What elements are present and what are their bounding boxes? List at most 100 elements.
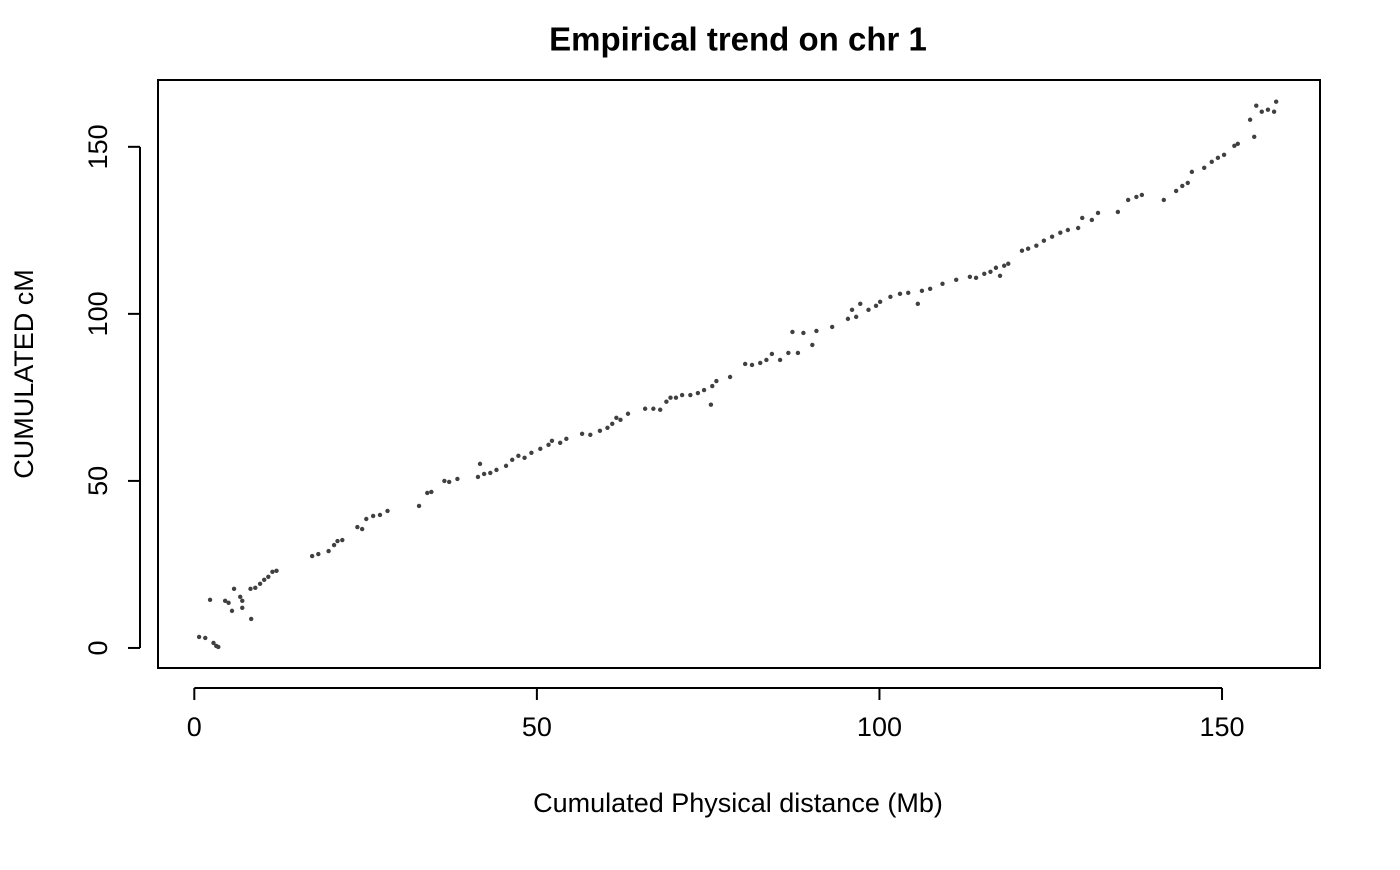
point xyxy=(416,503,422,509)
point xyxy=(967,274,973,279)
point xyxy=(196,634,202,640)
point xyxy=(266,574,271,579)
point xyxy=(1180,183,1185,189)
point xyxy=(625,411,631,416)
y-tick-label: 0 xyxy=(83,640,113,655)
x-axis-label: Cumulated Physical distance (Mb) xyxy=(533,788,943,818)
point xyxy=(710,383,715,389)
point xyxy=(1209,159,1214,165)
point xyxy=(211,640,216,646)
point xyxy=(231,586,237,592)
point xyxy=(845,316,851,322)
point xyxy=(597,428,603,433)
point xyxy=(873,303,879,309)
point xyxy=(226,600,231,606)
point xyxy=(688,392,693,398)
point xyxy=(1271,109,1277,114)
point xyxy=(614,415,619,420)
x-tick-label: 50 xyxy=(522,712,552,742)
point xyxy=(1273,99,1279,104)
point xyxy=(749,362,755,368)
point xyxy=(229,608,235,614)
point xyxy=(1185,180,1190,186)
point xyxy=(993,265,999,270)
point xyxy=(888,294,893,300)
point xyxy=(982,271,987,276)
point xyxy=(1065,227,1071,233)
point xyxy=(1080,215,1085,221)
point xyxy=(207,597,213,603)
point xyxy=(801,330,806,336)
point xyxy=(786,350,791,356)
point xyxy=(742,361,748,367)
point xyxy=(1235,141,1240,147)
point xyxy=(1075,225,1081,231)
point xyxy=(658,407,663,412)
y-tick-label: 100 xyxy=(83,291,113,336)
x-tick-label: 100 xyxy=(857,712,902,742)
point xyxy=(588,432,593,438)
point xyxy=(651,406,656,411)
point xyxy=(1139,192,1145,198)
point xyxy=(714,378,719,384)
point xyxy=(906,290,911,296)
chart-title: Empirical trend on chr 1 xyxy=(549,21,927,58)
point xyxy=(1041,238,1047,243)
point xyxy=(1202,165,1207,171)
point xyxy=(1095,210,1101,216)
point xyxy=(668,395,673,400)
point xyxy=(222,598,228,604)
point xyxy=(442,478,447,484)
point xyxy=(973,275,979,280)
point xyxy=(446,479,452,485)
point xyxy=(538,446,543,452)
point xyxy=(359,526,365,532)
point xyxy=(679,392,685,398)
point xyxy=(1025,246,1031,251)
point xyxy=(664,399,669,404)
point xyxy=(253,585,258,591)
point xyxy=(897,291,903,297)
point xyxy=(516,453,521,459)
point xyxy=(610,421,615,426)
point xyxy=(1215,155,1221,161)
point xyxy=(494,467,499,473)
point xyxy=(529,450,534,456)
point xyxy=(701,387,707,393)
point xyxy=(940,281,945,286)
point xyxy=(1265,107,1271,112)
point xyxy=(829,324,835,330)
point xyxy=(370,513,376,519)
point xyxy=(270,569,275,574)
point xyxy=(510,457,515,463)
point xyxy=(331,542,337,548)
point xyxy=(425,490,430,496)
point xyxy=(1049,234,1055,239)
point xyxy=(340,537,345,543)
point xyxy=(257,581,263,587)
point xyxy=(335,538,340,544)
point xyxy=(814,328,819,334)
point xyxy=(248,616,254,622)
point xyxy=(988,269,993,274)
point xyxy=(1252,134,1257,139)
plot-frame xyxy=(157,79,1321,669)
point xyxy=(429,489,434,495)
x-tick-label: 150 xyxy=(1199,712,1244,742)
point xyxy=(1189,169,1195,175)
point xyxy=(203,635,208,641)
point xyxy=(455,476,460,482)
point xyxy=(877,299,883,305)
point xyxy=(695,390,701,396)
point xyxy=(1134,194,1139,200)
point xyxy=(769,351,775,357)
point xyxy=(488,470,493,476)
point xyxy=(579,431,585,437)
point xyxy=(673,395,679,400)
point xyxy=(790,329,795,335)
point xyxy=(238,594,243,600)
point xyxy=(261,577,267,582)
point xyxy=(853,314,859,320)
